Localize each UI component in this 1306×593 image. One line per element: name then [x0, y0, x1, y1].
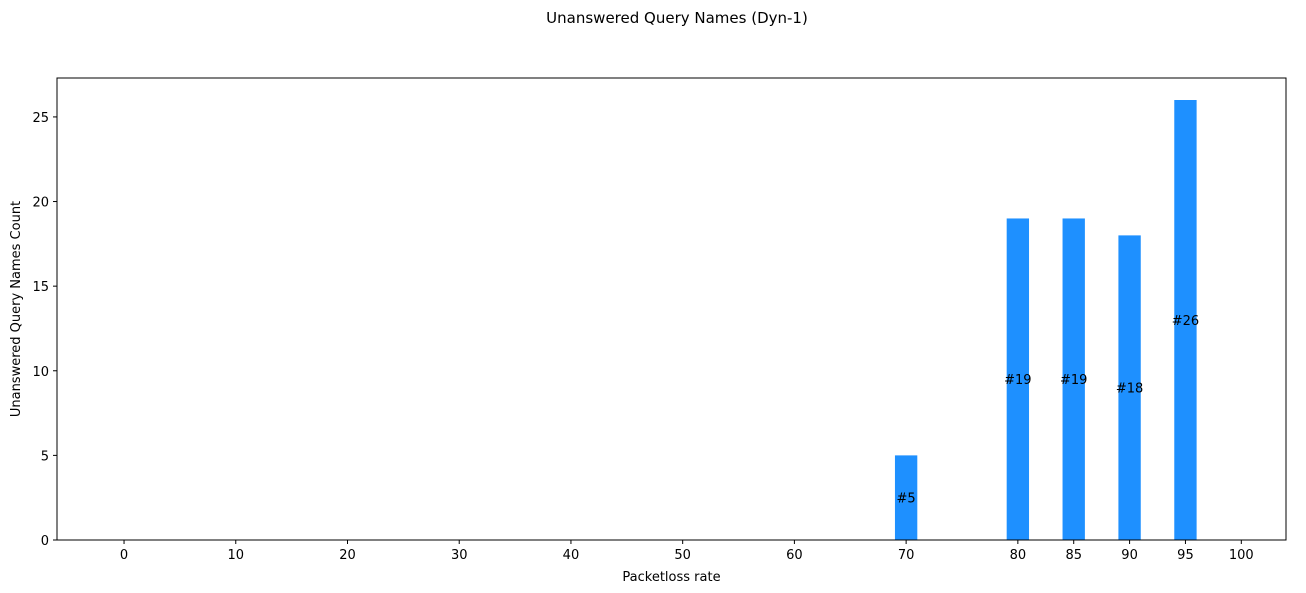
bar-70 — [894, 455, 918, 540]
y-tick-label-10: 10 — [32, 365, 49, 380]
bar-80 — [1006, 218, 1030, 540]
bar-95 — [1174, 100, 1197, 540]
x-tick-label-90: 90 — [1121, 548, 1138, 563]
x-tick-label-70: 70 — [898, 548, 915, 563]
x-tick-label-40: 40 — [563, 548, 580, 563]
y-tick-label-0: 0 — [41, 534, 49, 549]
bar-label-80: #19 — [1004, 373, 1031, 388]
bar-label-70: #5 — [897, 492, 916, 507]
bar-label-90: #18 — [1116, 382, 1143, 397]
plot-frame — [56, 77, 1287, 541]
x-tick-label-0: 0 — [120, 548, 128, 563]
bar-label-85: #19 — [1060, 373, 1087, 388]
y-axis-label: Unanswered Query Names Count — [9, 201, 24, 417]
x-tick-label-100: 100 — [1229, 548, 1254, 563]
y-axis-ticks: 0 5 10 15 20 25 — [32, 111, 57, 549]
bar-90 — [1118, 235, 1141, 540]
x-tick-label-30: 30 — [451, 548, 468, 563]
bar-label-95: #26 — [1172, 314, 1199, 329]
y-tick-label-25: 25 — [32, 111, 49, 126]
x-tick-label-50: 50 — [674, 548, 691, 563]
y-tick-label-5: 5 — [41, 449, 49, 464]
x-axis-label: Packetloss rate — [622, 570, 720, 585]
y-tick-label-20: 20 — [32, 196, 49, 211]
x-tick-label-20: 20 — [339, 548, 356, 563]
bar-85 — [1062, 218, 1085, 540]
x-axis-ticks: 0 10 20 30 40 50 60 70 80 85 90 95 100 — [120, 540, 1254, 563]
chart-title: Unanswered Query Names (Dyn-1) — [546, 9, 808, 27]
x-tick-label-95: 95 — [1177, 548, 1194, 563]
x-tick-label-85: 85 — [1065, 548, 1082, 563]
y-tick-label-15: 15 — [32, 280, 49, 295]
bars-group — [894, 100, 1197, 540]
x-tick-label-10: 10 — [227, 548, 244, 563]
bar-labels-group: #5 #19 #19 #18 #26 — [897, 314, 1200, 507]
x-tick-label-60: 60 — [786, 548, 803, 563]
x-tick-label-80: 80 — [1010, 548, 1027, 563]
